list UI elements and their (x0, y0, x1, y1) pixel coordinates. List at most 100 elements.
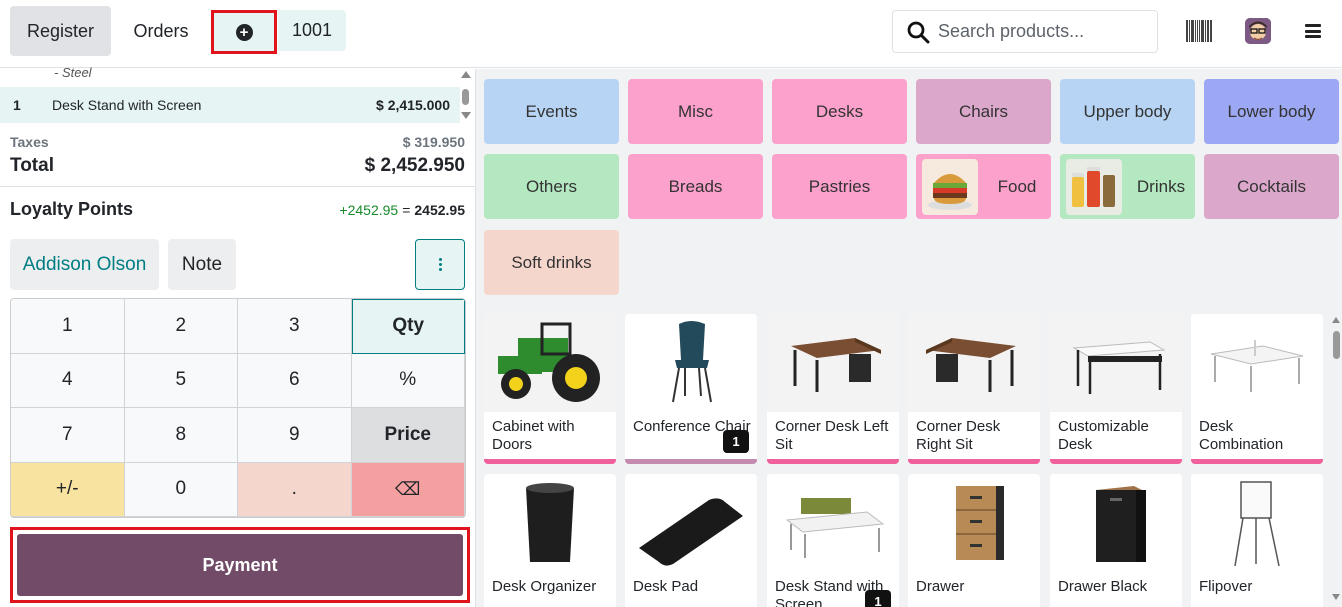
orders-tab[interactable]: Orders (133, 20, 189, 41)
product-card[interactable]: Desk Stand with Screen 1 (767, 474, 899, 607)
order-line-qty: 1 (13, 97, 21, 113)
product-name: Drawer Black (1058, 578, 1148, 595)
product-name: Customizable Desk (1058, 418, 1149, 453)
category-misc[interactable]: Misc (628, 79, 763, 144)
drawer-black-image (1096, 486, 1146, 562)
desk-stand-image (785, 498, 885, 558)
tractor-image (498, 322, 600, 402)
numpad-key-2[interactable]: 2 (124, 299, 238, 354)
category-desks[interactable]: Desks (772, 79, 907, 144)
category-label: Soft drinks (511, 252, 592, 272)
desk-combination-image (1210, 340, 1304, 392)
corner-desk-image (926, 338, 1016, 392)
numpad-key-1[interactable]: 1 (11, 299, 125, 354)
product-name: Desk Stand with Screen (775, 578, 884, 607)
category-color-bar (484, 459, 616, 464)
category-label: Food (997, 176, 1037, 196)
numpad-key-9[interactable]: 9 (238, 408, 352, 463)
category-label: Drinks (1136, 176, 1186, 196)
corner-desk-image (791, 338, 881, 392)
category-label: Pastries (808, 176, 871, 196)
numpad-sign-button[interactable]: +/- (11, 462, 125, 517)
total-label: Total (10, 155, 54, 176)
category-others[interactable]: Others (484, 154, 619, 219)
product-card[interactable]: Desk Pad (625, 474, 757, 607)
category-upper-body[interactable]: Upper body (1060, 79, 1195, 144)
total-value: $ 2,452.950 (364, 155, 465, 176)
payment-highlight: Payment (10, 527, 470, 603)
product-name: Cabinet with Doors (492, 418, 575, 453)
plus-circle-icon: + (235, 23, 253, 41)
user-avatar[interactable] (1245, 18, 1271, 44)
search-input[interactable] (938, 21, 1138, 42)
category-lower-body[interactable]: Lower body (1204, 79, 1339, 144)
numpad-price-button[interactable]: Price (351, 408, 465, 463)
category-cocktails[interactable]: Cocktails (1204, 154, 1339, 219)
category-label: Misc (678, 101, 713, 121)
loyalty-eq: = (402, 201, 411, 218)
category-color-bar (625, 459, 757, 464)
category-label: Cocktails (1237, 176, 1306, 196)
product-scrollbar[interactable] (1331, 314, 1342, 604)
desk-pad-image (639, 498, 743, 566)
numpad-key-3[interactable]: 3 (238, 299, 352, 354)
numpad-key-4[interactable]: 4 (11, 353, 125, 408)
category-label: Events (525, 101, 578, 121)
category-pastries[interactable]: Pastries (772, 154, 907, 219)
numpad-key-5[interactable]: 5 (124, 353, 238, 408)
category-label: Desks (815, 101, 864, 121)
category-chairs[interactable]: Chairs (916, 79, 1051, 144)
loyalty-row: Loyalty Points +2452.95 = 2452.95 (10, 199, 465, 220)
note-button[interactable]: Note (168, 239, 236, 290)
product-name: Flipover (1199, 578, 1253, 595)
hamburger-menu-icon[interactable] (1305, 24, 1321, 38)
loyalty-values: +2452.95 = 2452.95 (339, 202, 465, 218)
category-color-bar (1050, 459, 1182, 464)
product-name: Desk Combination (1199, 418, 1284, 453)
barcode-icon[interactable] (1186, 20, 1212, 42)
numpad-key-7[interactable]: 7 (11, 408, 125, 463)
total-row: Total $ 2,452.950 (10, 155, 465, 177)
product-card[interactable]: Desk Combination (1191, 314, 1323, 464)
order-line-name: Desk Stand with Screen (52, 97, 202, 113)
order-line-price: $ 2,415.000 (376, 97, 450, 113)
numpad-qty-button[interactable]: Qty (351, 299, 465, 354)
category-food[interactable]: Food (916, 154, 1051, 219)
add-order-button[interactable]: + (211, 10, 277, 54)
product-card[interactable]: Drawer (908, 474, 1040, 607)
register-tab[interactable]: Register (10, 6, 111, 56)
product-card[interactable]: Drawer Black (1050, 474, 1182, 607)
current-order-tab[interactable]: 1001 (278, 10, 346, 51)
payment-button[interactable]: Payment (17, 534, 463, 596)
category-soft-drinks[interactable]: Soft drinks (484, 230, 619, 295)
order-panel: - Steel 1 Desk Stand with Screen $ 2,415… (0, 65, 476, 607)
divider (0, 186, 476, 187)
customer-button[interactable]: Addison Olson (10, 239, 159, 290)
category-breads[interactable]: Breads (628, 154, 763, 219)
numpad-discount-button[interactable]: % (351, 353, 465, 408)
order-line[interactable]: 1 Desk Stand with Screen $ 2,415.000 (0, 87, 460, 123)
search-box[interactable] (892, 10, 1158, 53)
backspace-icon[interactable]: ⌫ (351, 462, 465, 517)
product-card[interactable]: Corner Desk Left Sit (767, 314, 899, 464)
category-drinks[interactable]: Drinks (1060, 154, 1195, 219)
category-label: Breads (668, 176, 723, 196)
category-color-bar (767, 459, 899, 464)
product-card[interactable]: Flipover (1191, 474, 1323, 607)
product-card[interactable]: Cabinet with Doors (484, 314, 616, 464)
product-card[interactable]: Desk Organizer (484, 474, 616, 607)
order-scrollbar[interactable] (460, 71, 472, 119)
product-card[interactable]: Customizable Desk (1050, 314, 1182, 464)
product-name: Drawer (916, 578, 965, 595)
category-events[interactable]: Events (484, 79, 619, 144)
category-label: Others (525, 176, 578, 196)
product-card[interactable]: Conference Chair 1 (625, 314, 757, 464)
taxes-row: Taxes $ 319.950 (10, 134, 465, 150)
numpad-decimal-button[interactable]: . (238, 462, 352, 517)
numpad-key-0[interactable]: 0 (124, 462, 238, 517)
vertical-ellipsis-icon[interactable] (415, 239, 465, 290)
numpad-key-8[interactable]: 8 (124, 408, 238, 463)
product-name: Desk Pad (633, 578, 699, 595)
numpad-key-6[interactable]: 6 (238, 353, 352, 408)
product-card[interactable]: Corner Desk Right Sit (908, 314, 1040, 464)
